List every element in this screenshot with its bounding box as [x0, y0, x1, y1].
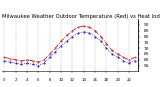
Text: Milwaukee Weather Outdoor Temperature (Red) vs Heat Index (Blue) (24 Hours): Milwaukee Weather Outdoor Temperature (R… [2, 14, 160, 19]
